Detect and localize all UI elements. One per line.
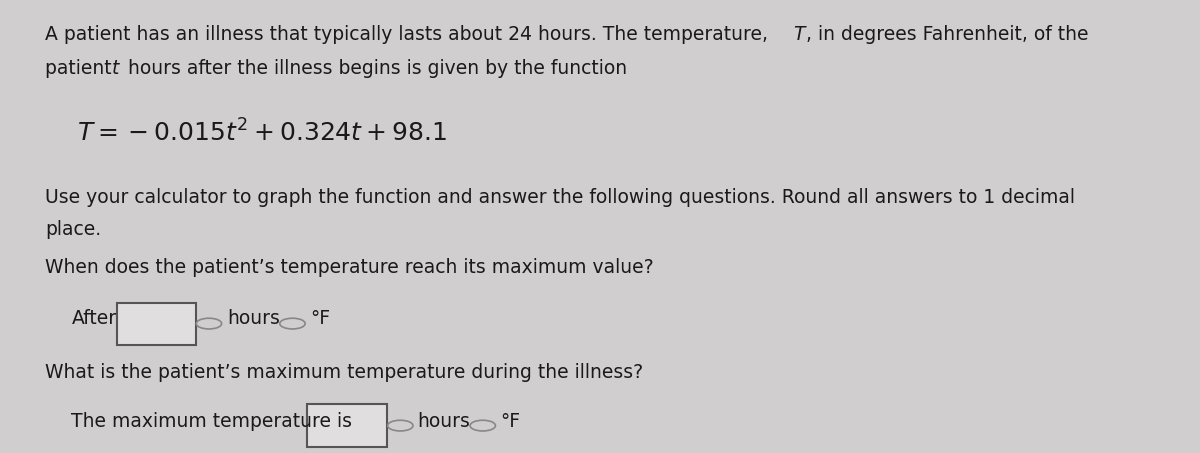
Text: hours after the illness begins is given by the function: hours after the illness begins is given …	[122, 59, 628, 78]
Text: A patient has an illness that typically lasts about 24 hours. The temperature,: A patient has an illness that typically …	[46, 25, 774, 44]
Text: Use your calculator to graph the function and answer the following questions. Ro: Use your calculator to graph the functio…	[46, 188, 1075, 207]
Text: hours: hours	[227, 309, 280, 328]
Text: hours: hours	[418, 412, 470, 431]
Text: t: t	[112, 59, 119, 78]
Text: The maximum temperature is: The maximum temperature is	[72, 412, 353, 431]
Text: $T = -0.015t^2 + 0.324t + 98.1$: $T = -0.015t^2 + 0.324t + 98.1$	[77, 119, 446, 146]
FancyBboxPatch shape	[116, 303, 197, 345]
FancyBboxPatch shape	[307, 404, 386, 447]
Text: , in degrees Fahrenheit, of the: , in degrees Fahrenheit, of the	[806, 25, 1088, 44]
Text: What is the patient’s maximum temperature during the illness?: What is the patient’s maximum temperatur…	[46, 363, 643, 382]
Text: T: T	[793, 25, 805, 44]
Text: When does the patient’s temperature reach its maximum value?: When does the patient’s temperature reac…	[46, 258, 654, 277]
Text: place.: place.	[46, 220, 101, 239]
Text: °F: °F	[500, 412, 521, 431]
Text: °F: °F	[311, 309, 330, 328]
Text: patient: patient	[46, 59, 118, 78]
Text: After: After	[72, 309, 116, 328]
